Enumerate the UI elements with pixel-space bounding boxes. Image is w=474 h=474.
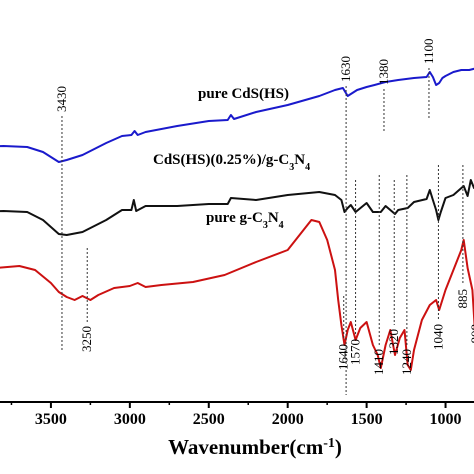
peak-label-1380: 1380 <box>376 59 391 85</box>
series-label-1: CdS(HS)(0.25%)/g-C3N4 <box>153 152 310 173</box>
series-layer <box>0 67 474 371</box>
peak-label-1410: 1410 <box>371 349 386 375</box>
peak-label-1630: 1630 <box>338 56 353 82</box>
series-line-2 <box>0 219 474 371</box>
x-axis: 4000350030002500200015001000 <box>0 401 474 428</box>
series-label-0: pure CdS(HS) <box>198 86 289 102</box>
series-labels: pure CdS(HS) CdS(HS)(0.25%)/g-C3N4 pure g-… <box>153 86 310 231</box>
peak-label-3430: 3430 <box>54 86 69 112</box>
peak-label-808: 808 <box>468 324 474 344</box>
series-label-2: pure g-C3N4 <box>206 210 284 231</box>
x-tick-label-3000: 3000 <box>114 411 146 428</box>
peak-label-1320: 1320 <box>386 329 401 355</box>
x-axis-title: Wavenumber(cm-1) <box>168 435 342 459</box>
peak-label-1570: 1570 <box>348 339 363 365</box>
x-tick-label-1500: 1500 <box>351 411 383 428</box>
peak-label-1100: 1100 <box>421 38 436 64</box>
peak-label-3250: 3250 <box>79 326 94 352</box>
peak-label-1240: 1240 <box>399 349 414 375</box>
x-tick-label-2500: 2500 <box>193 411 225 428</box>
series-line-0 <box>0 67 474 163</box>
peak-label-885: 885 <box>455 289 470 309</box>
x-tick-label-2000: 2000 <box>272 411 304 428</box>
x-tick-label-3500: 3500 <box>35 411 67 428</box>
peak-label-1040: 1040 <box>430 324 445 350</box>
x-tick-label-1000: 1000 <box>430 411 462 428</box>
peak-label-1640: 1640 <box>336 344 351 370</box>
series-line-1 <box>0 179 474 236</box>
